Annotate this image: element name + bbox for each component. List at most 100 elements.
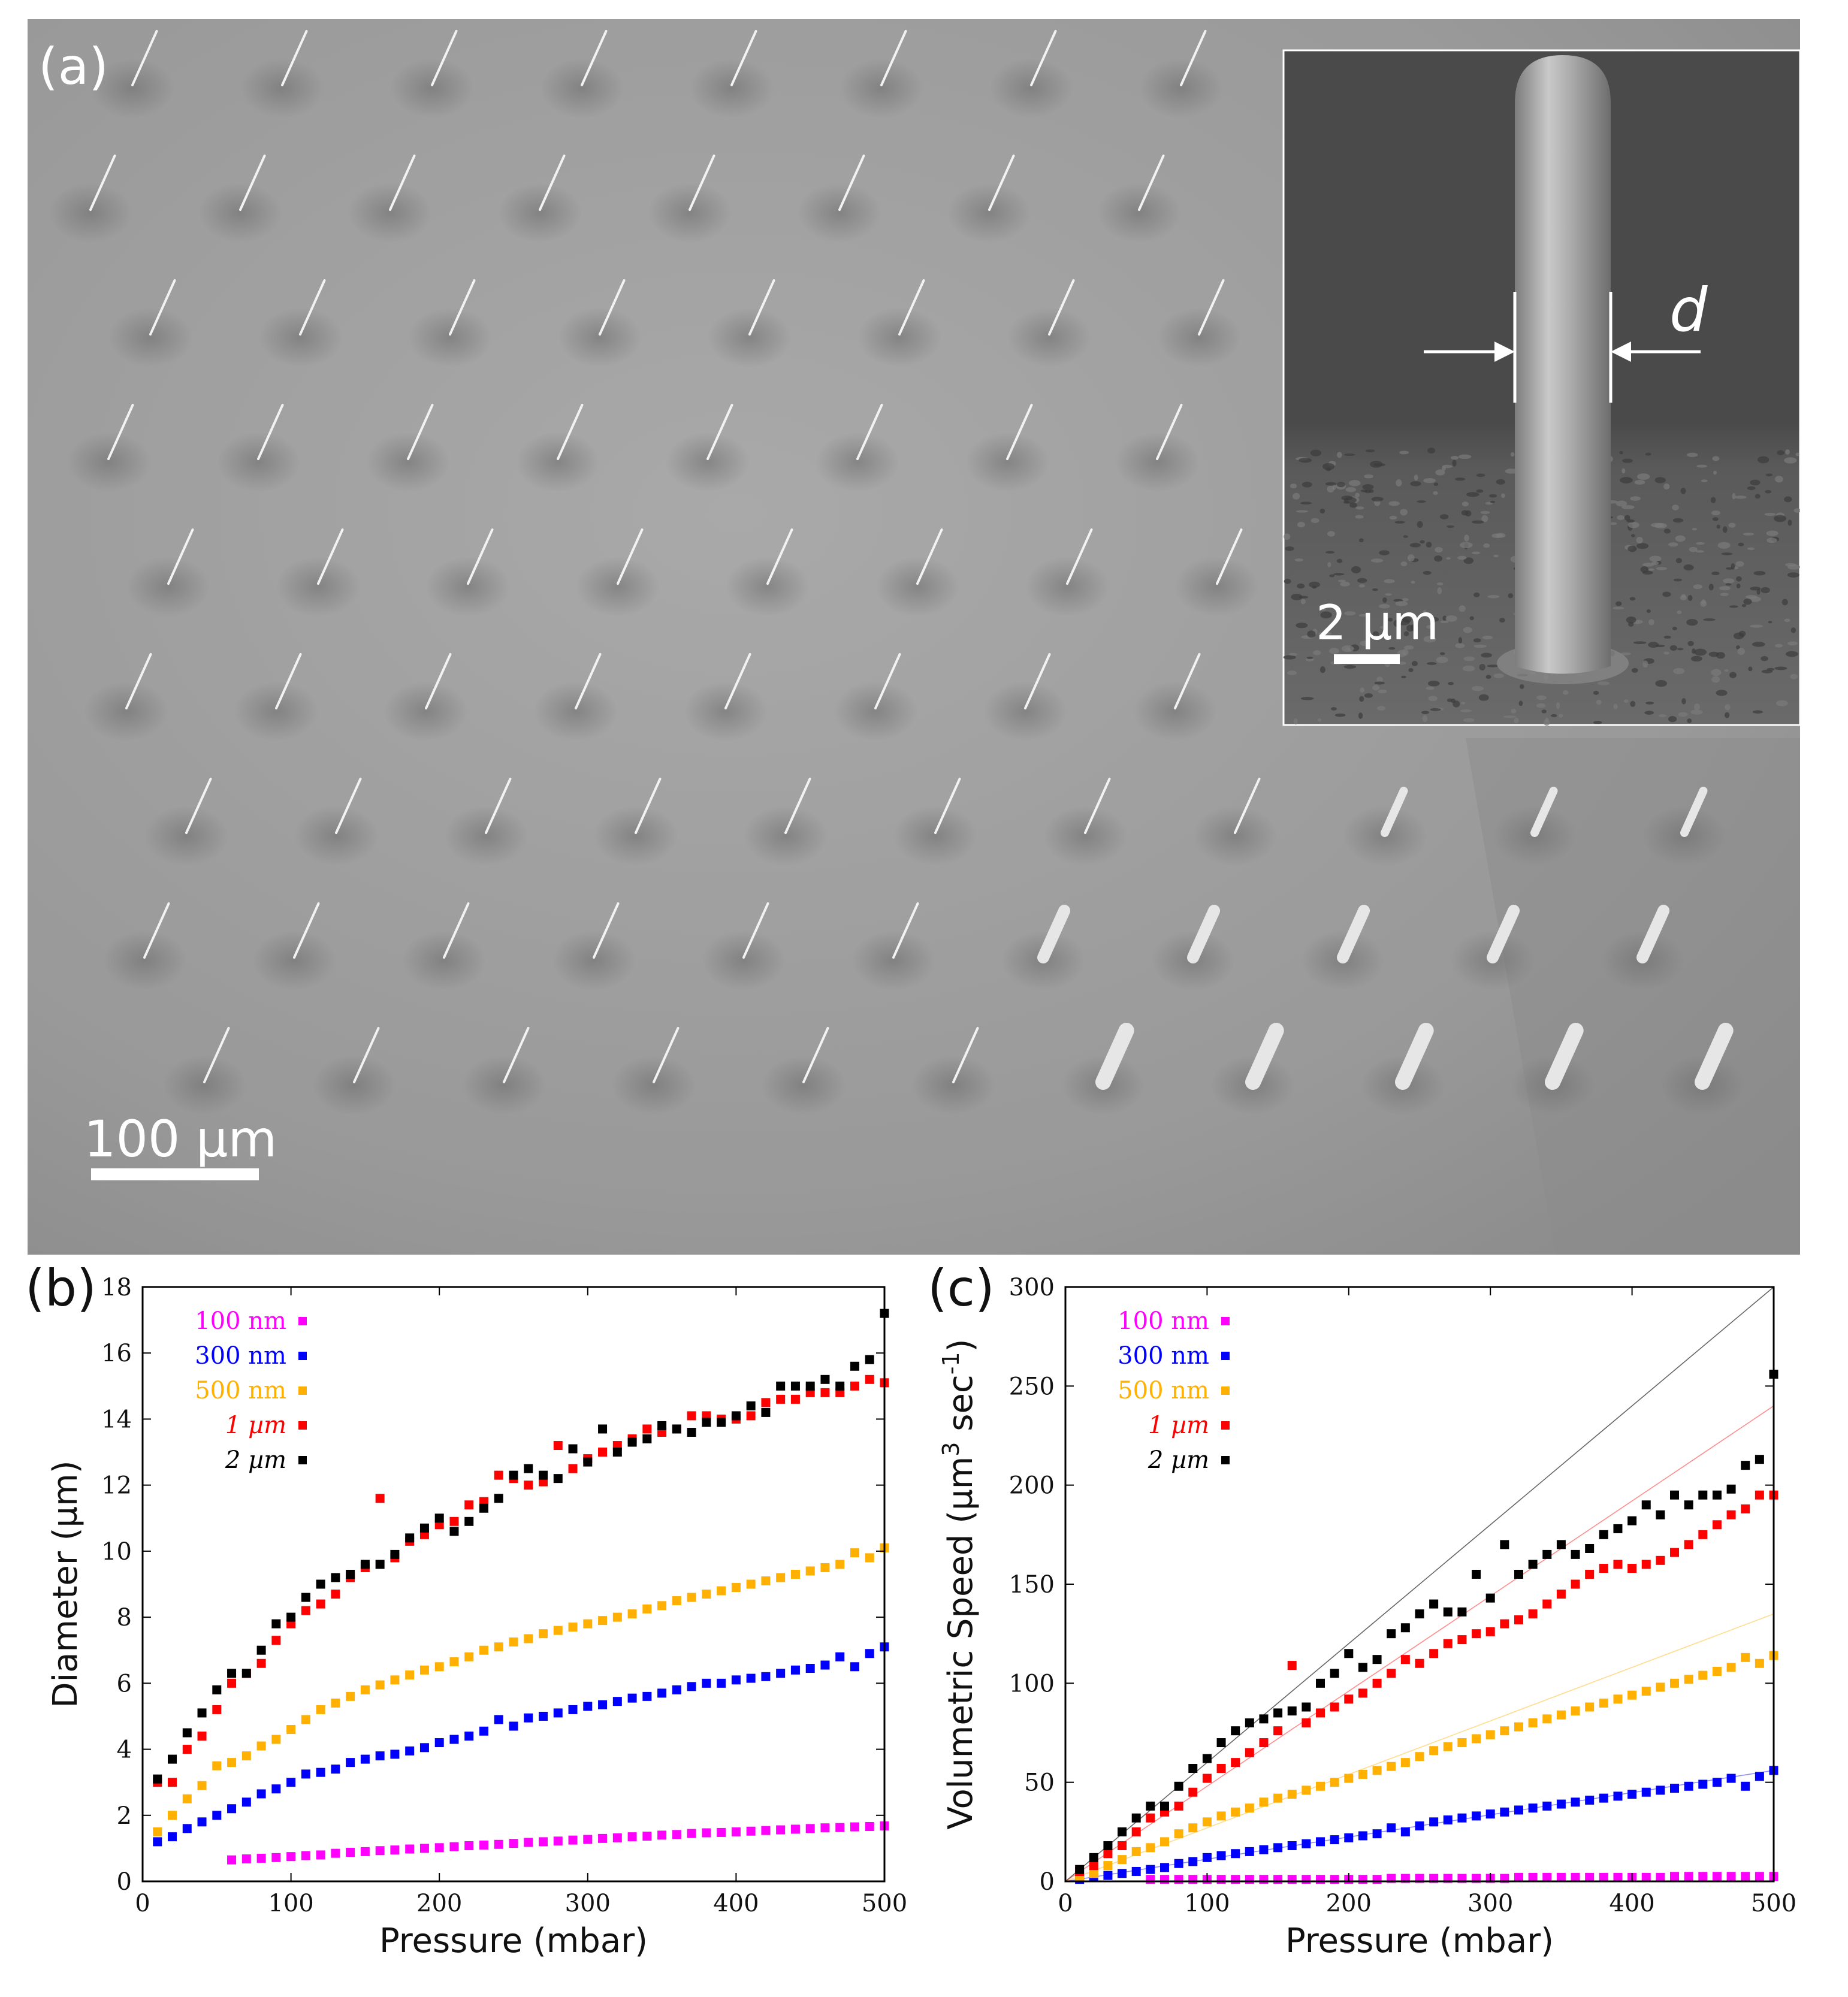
volumetric-speed-chart: (c) 0 100 200 300 400 500 0 50 100 150 200 250 300 Pr… xyxy=(928,1259,1796,1960)
data-point xyxy=(1627,1516,1637,1525)
data-point xyxy=(1599,1564,1608,1573)
data-point xyxy=(746,1579,756,1589)
micropillar xyxy=(748,279,775,336)
micropillar xyxy=(317,528,344,585)
data-point xyxy=(790,1394,800,1404)
data-point xyxy=(212,1761,222,1771)
data-point xyxy=(1231,1849,1240,1859)
data-point xyxy=(1726,1484,1736,1494)
data-point xyxy=(1330,1835,1339,1845)
data-point xyxy=(1585,1872,1595,1882)
y-tick-label: 0 xyxy=(117,1868,132,1896)
micropillar xyxy=(706,404,733,460)
data-point xyxy=(1641,1787,1651,1797)
data-point xyxy=(1443,1742,1453,1751)
data-point xyxy=(642,1691,652,1701)
data-point xyxy=(331,1590,340,1599)
data-point xyxy=(746,1673,756,1683)
data-point xyxy=(256,1645,266,1655)
data-point xyxy=(227,1804,237,1814)
micropillar xyxy=(1337,905,1370,963)
data-point xyxy=(553,1708,563,1718)
data-point xyxy=(1528,1609,1538,1619)
data-point xyxy=(717,1678,726,1688)
data-point xyxy=(835,1560,845,1569)
data-point xyxy=(687,1593,696,1602)
data-point xyxy=(316,1705,325,1714)
data-point xyxy=(790,1569,800,1579)
legend-marker xyxy=(298,1456,307,1464)
data-point xyxy=(524,1481,533,1490)
data-point xyxy=(301,1769,310,1779)
data-point xyxy=(419,1743,429,1753)
data-point xyxy=(509,1839,518,1848)
legend-label: 300 nm xyxy=(1118,1342,1209,1370)
data-point xyxy=(316,1850,325,1860)
data-point xyxy=(1599,1698,1608,1708)
data-point xyxy=(1103,1871,1113,1880)
data-point xyxy=(1571,1872,1580,1882)
data-point xyxy=(1415,1752,1424,1762)
data-point xyxy=(598,1833,608,1843)
data-point xyxy=(1500,1726,1509,1736)
legend-label: 1 µm xyxy=(1148,1412,1209,1439)
data-point xyxy=(1726,1872,1736,1881)
data-point xyxy=(1302,1702,1311,1712)
data-point xyxy=(850,1822,859,1832)
data-point xyxy=(405,1844,415,1854)
data-point xyxy=(419,1523,429,1533)
data-point xyxy=(153,1774,162,1784)
micropillar xyxy=(539,155,566,211)
data-point xyxy=(1174,1801,1183,1811)
data-point xyxy=(820,1374,830,1384)
data-point xyxy=(1075,1865,1085,1874)
data-point xyxy=(241,1797,251,1807)
data-point xyxy=(182,1728,192,1738)
data-point xyxy=(1755,1455,1764,1464)
data-point xyxy=(865,1553,874,1563)
data-point xyxy=(375,1560,385,1569)
micropillar xyxy=(856,404,883,460)
data-point xyxy=(1698,1530,1708,1539)
data-point xyxy=(434,1738,444,1748)
data-point xyxy=(1698,1872,1708,1881)
data-point xyxy=(1400,1827,1410,1836)
data-point xyxy=(553,1474,563,1484)
data-point xyxy=(346,1758,355,1768)
micropillar xyxy=(1216,528,1243,585)
data-point xyxy=(331,1698,340,1708)
micropillar xyxy=(167,528,194,585)
micropillar xyxy=(838,155,865,211)
data-point xyxy=(776,1669,786,1678)
diameter-marker xyxy=(1424,292,1701,403)
data-point xyxy=(1259,1797,1269,1807)
micropillar xyxy=(1174,653,1201,709)
data-point xyxy=(1755,1490,1764,1500)
x-tick-label: 300 xyxy=(565,1890,611,1917)
data-point xyxy=(850,1662,859,1672)
data-point xyxy=(1528,1718,1538,1727)
data-point xyxy=(1174,1829,1183,1839)
data-point xyxy=(1118,1841,1127,1850)
data-point xyxy=(479,1726,488,1736)
micropillar xyxy=(275,653,302,709)
data-point xyxy=(1656,1555,1665,1565)
data-point xyxy=(1400,1758,1410,1768)
data-point xyxy=(449,1657,459,1667)
micropillar xyxy=(389,155,416,211)
sem-micrograph: d 2 µm (a) 100 µm xyxy=(28,19,1800,1255)
data-point xyxy=(1131,1827,1141,1836)
data-point xyxy=(1387,1669,1396,1678)
data-point xyxy=(805,1664,815,1673)
micropillar xyxy=(1381,787,1408,837)
y-tick-label: 50 xyxy=(1024,1769,1055,1797)
y-axis-title: Volumetric Speed (µm3 sec-1) xyxy=(938,1339,980,1830)
data-point xyxy=(1726,1510,1736,1519)
data-point xyxy=(241,1854,251,1864)
data-point xyxy=(390,1845,400,1855)
data-point xyxy=(256,1853,266,1863)
micropillar xyxy=(1234,778,1261,834)
micropillar xyxy=(653,1027,680,1083)
data-point xyxy=(583,1835,593,1844)
data-point xyxy=(1656,1682,1665,1692)
